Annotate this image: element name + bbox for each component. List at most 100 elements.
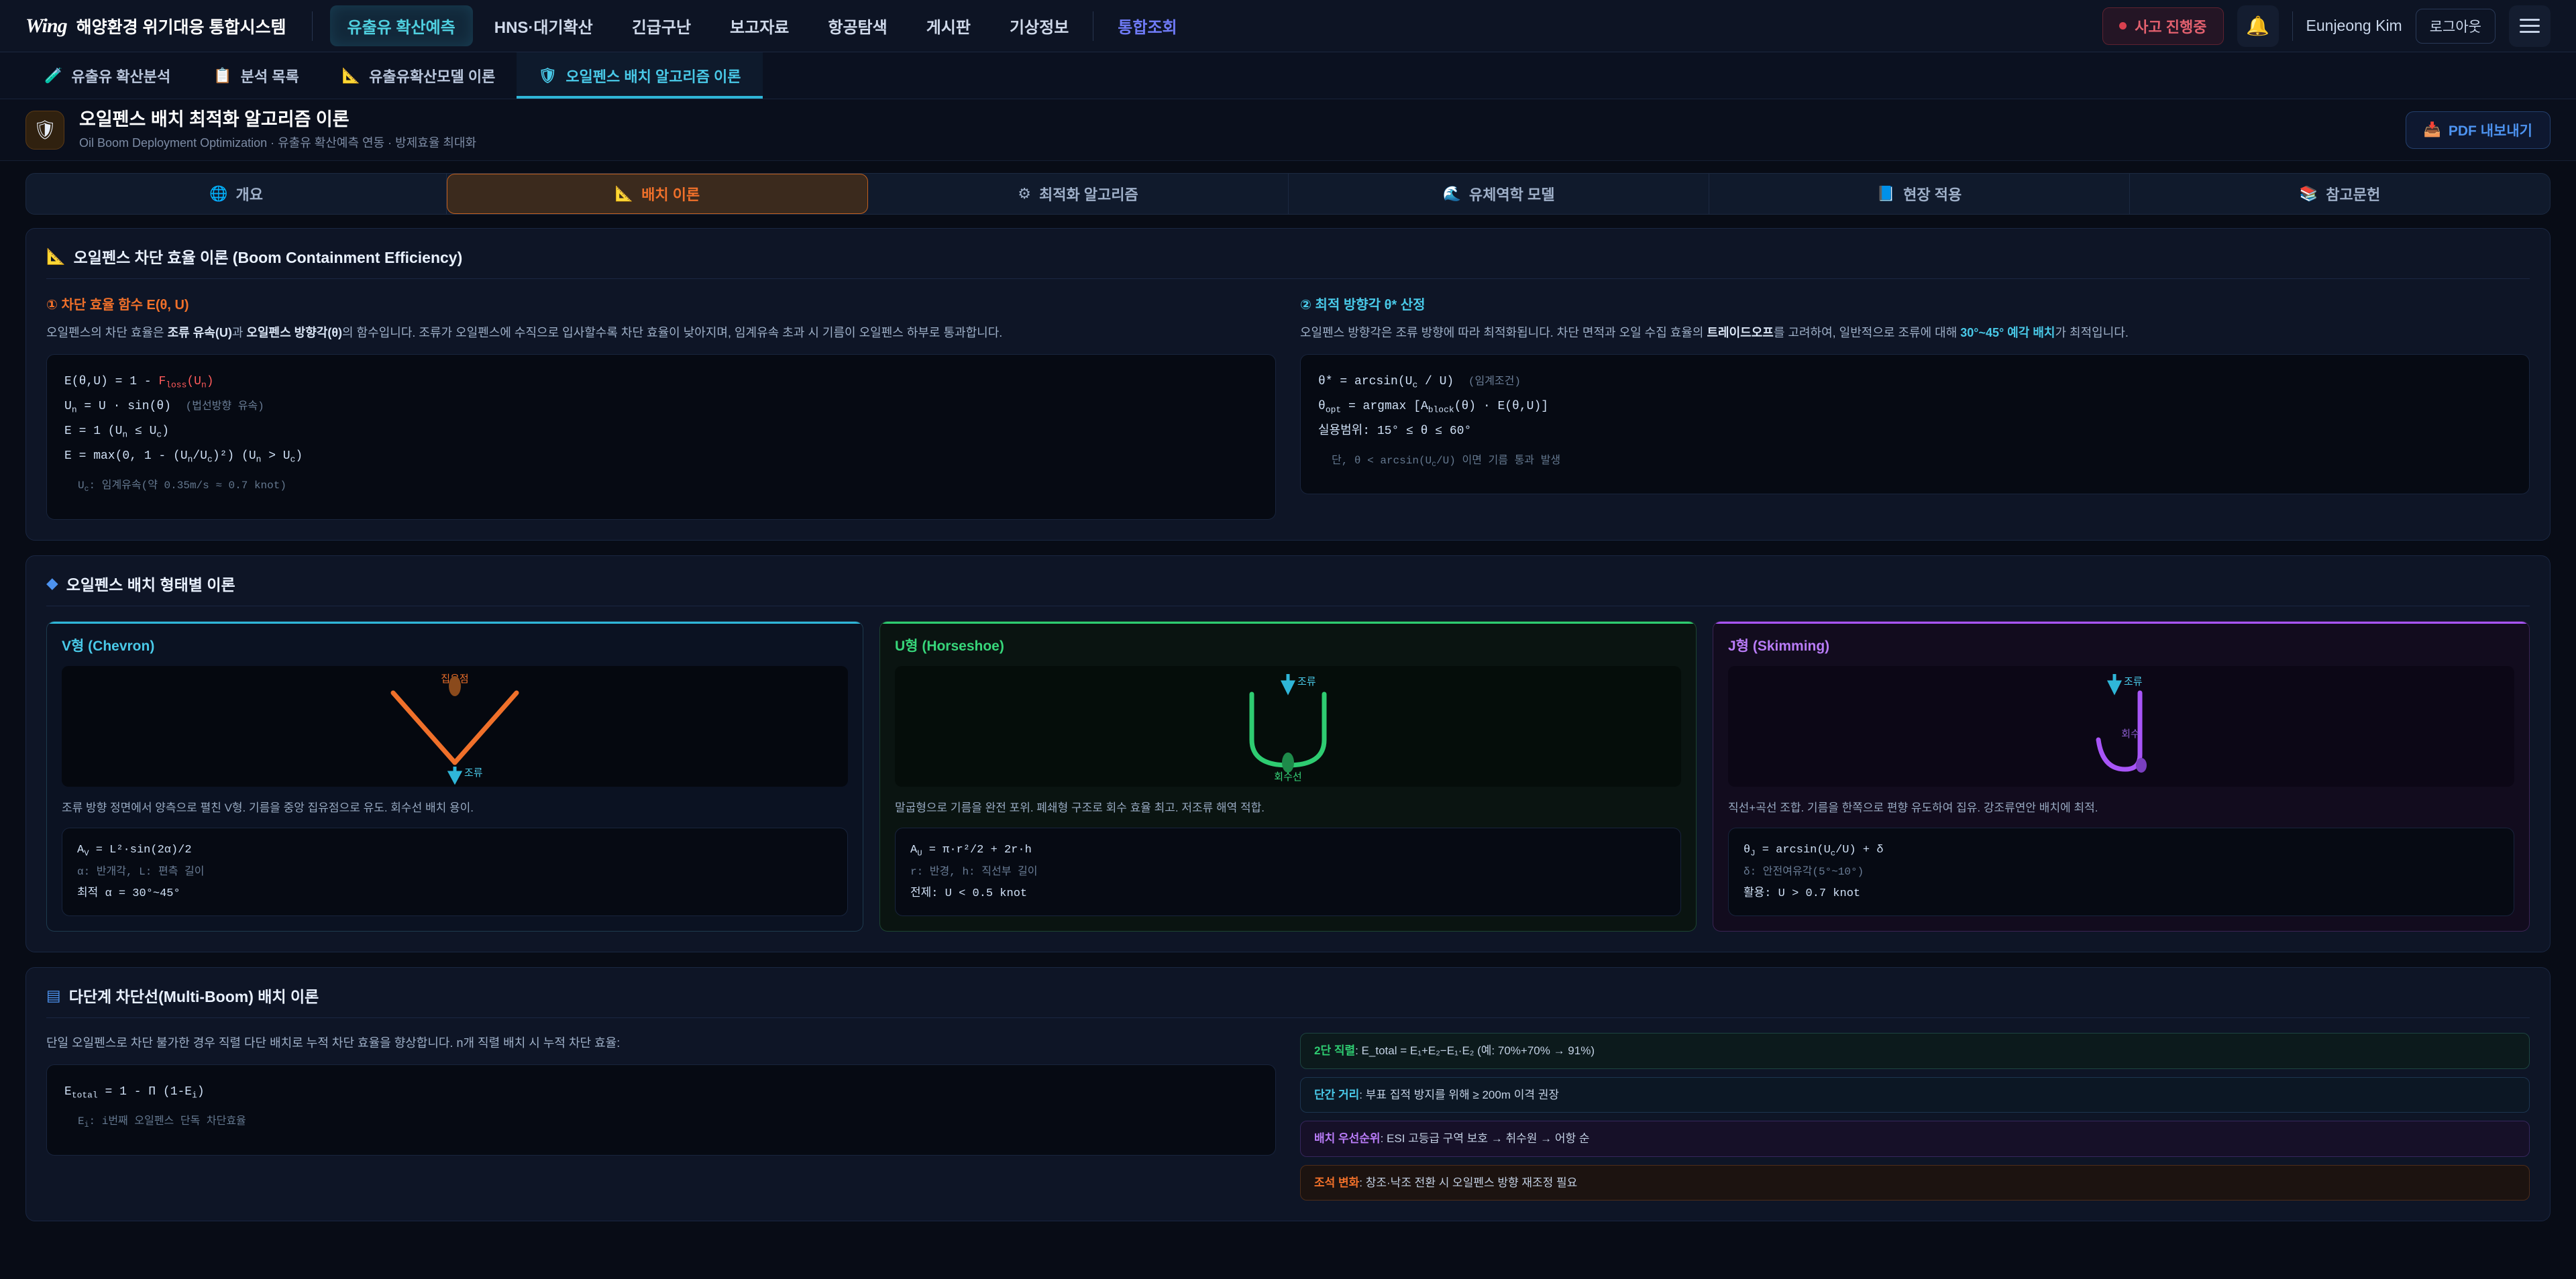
page-subtitle: Oil Boom Deployment Optimization · 유출유 확… <box>79 136 477 150</box>
tab-analysis-list[interactable]: 📋 분석 목록 <box>192 52 320 99</box>
tab-analysis-list-label: 분석 목록 <box>240 68 299 85</box>
brand-logo[interactable]: Wing 해양환경 위기대응 통합시스템 <box>25 14 309 38</box>
containment-left-column: ① 차단 효율 함수 E(θ, U) 오일펜스의 차단 효율은 조류 유속(U)… <box>46 294 1276 520</box>
nav-divider <box>311 11 313 41</box>
desc-pre: 오일펜스 방향각은 조류 방향에 따라 최적화됩니다. 차단 면적과 오일 수집… <box>1300 326 1707 339</box>
panel-containment-title: 오일펜스 차단 효율 이론 (Boom Containment Efficien… <box>73 249 463 266</box>
shape-card-v-desc: 조류 방향 정면에서 양측으로 펼친 V형. 기름을 중앙 집유점으로 유도. … <box>62 801 474 814</box>
bell-icon[interactable]: 🔔 <box>2237 5 2279 47</box>
code-line: AU = π·r²/2 + 2r·h <box>910 843 1032 858</box>
status-dot-icon <box>2119 22 2127 30</box>
shape-card-u-code: AU = π·r²/2 + 2r·h r: 반경, h: 직선부 길이 전제: … <box>895 827 1681 917</box>
tab-spill-analysis-label: 유출유 확산분석 <box>71 68 171 85</box>
pill-tab-bar: 🌐 개요 📐 배치 이론 ⚙ 최적화 알고리즘 🌊 유체역학 모델 📘 현장 적… <box>25 173 2551 215</box>
u-recovery-vessel-marker <box>1282 753 1294 773</box>
code-line: E = 1 (Un ≤ Uc) <box>64 424 170 440</box>
pill-tab-field-application[interactable]: 📘 현장 적용 <box>1709 174 2130 214</box>
nav-item-hns[interactable]: HNS·대기확산 <box>494 19 593 37</box>
desc-mid-1: 과 <box>231 326 247 339</box>
note-tidal-change: 조석 변화: 창조·낙조 전환 시 오일펜스 방향 재조정 필요 <box>1300 1164 2530 1201</box>
desc-pre: 오일펜스의 차단 효율은 <box>46 326 168 339</box>
tab-boom-algorithm-theory[interactable]: 🛡 오일펜스 배치 알고리즘 이론 <box>517 52 763 99</box>
brand-name: 해양환경 위기대응 통합시스템 <box>76 17 286 37</box>
shape-card-v-diagram: 집유점 조류 <box>62 665 848 787</box>
note-text: : E_total = E₁+E₂−E₁·E₂ (예: 70%+70% → 91… <box>1355 1044 1595 1058</box>
efficiency-function-code: E(θ,U) = 1 - Floss(Un) Un = U · sin(θ) (… <box>46 353 1276 520</box>
pill-tab-overview[interactable]: 🌐 개요 <box>26 174 447 214</box>
code-line: Un = U · sin(θ) (법선방향 유속) <box>64 399 264 415</box>
code-line: E = max(0, 1 - (Un/Uc)²) (Un > Uc) <box>64 449 303 465</box>
incident-status-label: 사고 진행중 <box>2135 18 2207 36</box>
desc-bold-2: 오일펜스 방향각(θ) <box>246 326 343 339</box>
shape-card-v-code: AV = L²·sin(2α)/2 α: 반개각, L: 편측 길이 최적 α … <box>62 827 848 917</box>
code-line: α: 반개각, L: 편측 길이 <box>77 866 205 879</box>
pdf-export-button[interactable]: 📥 PDF 내보내기 <box>2405 111 2551 149</box>
optimal-angle-desc: 오일펜스 방향각은 조류 방향에 따라 최적화됩니다. 차단 면적과 오일 수집… <box>1300 323 2530 343</box>
j-shape-svg: 조류 회수 <box>2096 674 2147 773</box>
v-right-arm <box>452 690 519 765</box>
gear-icon: ⚙ <box>1018 185 1031 202</box>
shape-card-j-desc: 직선+곡선 조합. 기름을 한쪽으로 편향 유도하여 집유. 강조류연안 배치에… <box>1728 801 2098 814</box>
multiboom-notes-list: 2단 직렬: E_total = E₁+E₂−E₁·E₂ (예: 70%+70%… <box>1300 1033 2530 1201</box>
pdf-export-label: PDF 내보내기 <box>2448 123 2532 139</box>
nav-item-weather[interactable]: 기상정보 <box>1009 19 1069 37</box>
u-shape-svg: 조류 회수선 <box>1249 674 1327 783</box>
brand-mark-icon: Wing <box>25 14 68 37</box>
sub-tab-bar: 🧪 유출유 확산분석 📋 분석 목록 📐 유출유확산모델 이론 🛡 오일펜스 배… <box>0 52 2576 99</box>
pill-tab-deployment-theory[interactable]: 📐 배치 이론 <box>447 174 868 214</box>
pill-tab-references-label: 참고문헌 <box>2326 186 2381 203</box>
flask-icon: 🧪 <box>44 66 63 84</box>
ruler-icon: 📐 <box>341 66 361 84</box>
panel-multiboom-title-row: ▤ 다단계 차단선(Multi-Boom) 배치 이론 <box>46 984 2530 1019</box>
logout-button[interactable]: 로그아웃 <box>2415 8 2496 44</box>
nav-item-board[interactable]: 게시판 <box>926 19 971 37</box>
pdf-export-icon: 📥 <box>2423 121 2441 137</box>
optimal-angle-heading: ② 최적 방향각 θ* 산정 <box>1300 298 1426 313</box>
panel-multiboom-title: 다단계 차단선(Multi-Boom) 배치 이론 <box>68 988 319 1006</box>
containment-right-column: ② 최적 방향각 θ* 산정 오일펜스 방향각은 조류 방향에 따라 최적화됩니… <box>1300 294 2530 520</box>
top-navigation-bar: Wing 해양환경 위기대응 통합시스템 유출유 확산예측 HNS·대기확산 긴… <box>0 0 2576 52</box>
j-current-arrow <box>2106 674 2123 696</box>
globe-icon: 🌐 <box>209 185 228 202</box>
tab-spill-model-theory[interactable]: 📐 유출유확산모델 이론 <box>321 52 517 99</box>
topbar-right-cluster: 사고 진행중 🔔 Eunjeong Kim 로그아웃 <box>2102 5 2551 47</box>
nav-item-oil-spill[interactable]: 유출유 확산예측 <box>329 5 473 46</box>
multiboom-columns: 단일 오일펜스로 차단 불가한 경우 직렬 다단 배치로 누적 차단 효율을 향… <box>46 1033 2530 1201</box>
nav-item-integrated-search[interactable]: 통합조회 <box>1118 19 1177 37</box>
incident-status-badge[interactable]: 사고 진행중 <box>2102 7 2224 45</box>
pill-tab-optimization-algorithm[interactable]: ⚙ 최적화 알고리즘 <box>868 174 1289 214</box>
hamburger-icon[interactable] <box>2509 5 2551 47</box>
note-stage-distance: 단간 거리: 부표 집적 방지를 위해 ≥ 200m 이격 권장 <box>1300 1076 2530 1113</box>
shape-card-j-title: J형 (Skimming) <box>1728 638 1830 654</box>
tab-spill-model-theory-label: 유출유확산모델 이론 <box>369 68 496 85</box>
code-line: θopt = argmax [Ablock(θ) · E(θ,U)] <box>1318 399 1549 415</box>
pill-tab-fluid-model[interactable]: 🌊 유체역학 모델 <box>1289 174 1709 214</box>
desc-bold-2: 30°~45° 예각 배치 <box>1960 326 2055 339</box>
desc-post: 의 함수입니다. 조류가 오일펜스에 수직으로 입사할수록 차단 효율이 낮아지… <box>342 326 1003 339</box>
u-recovery-vessel-label: 회수선 <box>1274 771 1301 783</box>
panel-multi-boom: ▤ 다단계 차단선(Multi-Boom) 배치 이론 단일 오일펜스로 차단 … <box>25 967 2551 1222</box>
code-note: Uc: 임계유속(약 0.35m/s ≈ 0.7 knot) <box>78 480 286 494</box>
j-recovery-marker <box>2136 758 2147 773</box>
wave-icon: 🌊 <box>1442 185 1461 202</box>
pill-tab-optimization-algorithm-label: 최적화 알고리즘 <box>1038 186 1138 203</box>
pill-tab-overview-label: 개요 <box>235 186 263 203</box>
nav-item-rescue[interactable]: 긴급구난 <box>631 19 692 37</box>
page-title: 오일펜스 배치 최적화 알고리즘 이론 <box>79 109 350 129</box>
desc-post: 가 최적입니다. <box>2055 326 2129 339</box>
code-note: 단, θ < arcsin(Uc/U) 이면 기름 통과 발생 <box>1332 454 1561 469</box>
note-label: 단간 거리 <box>1314 1088 1360 1101</box>
pill-tab-references[interactable]: 📚 참고문헌 <box>2130 174 2550 214</box>
diamond-icon: ◆ <box>46 574 58 592</box>
desc-mid-1: 를 고려하여, 일반적으로 조류에 대해 <box>1773 326 1961 339</box>
pill-tab-deployment-theory-label: 배치 이론 <box>641 186 700 203</box>
nav-item-aerial-search[interactable]: 항공탐색 <box>828 19 888 37</box>
topbar-divider <box>2292 11 2293 41</box>
code-line: r: 반경, h: 직선부 길이 <box>910 866 1038 879</box>
u-current-arrow <box>1280 674 1296 696</box>
shield-icon: 🛡 <box>538 66 557 84</box>
tab-spill-analysis[interactable]: 🧪 유출유 확산분석 <box>23 52 192 99</box>
book-icon: 📘 <box>1876 185 1896 202</box>
nav-item-report[interactable]: 보고자료 <box>730 19 790 37</box>
note-text: : 창조·낙조 전환 시 오일펜스 방향 재조정 필요 <box>1359 1176 1578 1189</box>
